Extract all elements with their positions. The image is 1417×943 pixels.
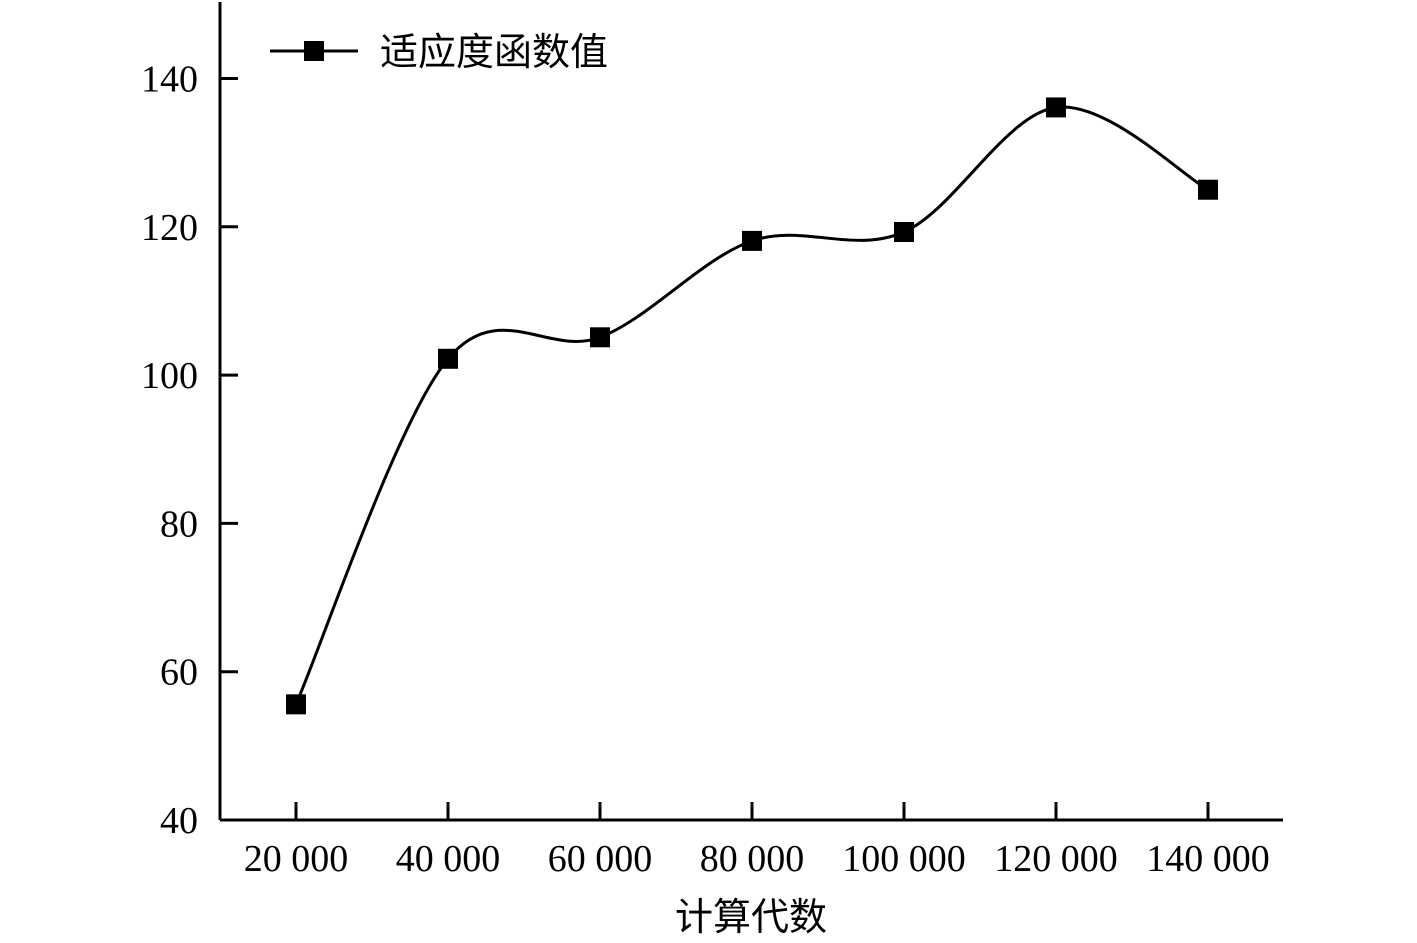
series-line-fitness (294, 105, 1209, 705)
data-point-2 (590, 327, 610, 348)
x-tick-label-0: 20 000 (244, 838, 349, 880)
data-point-5 (1046, 97, 1066, 118)
y-tick-label-140: 140 (141, 59, 198, 101)
x-axis-title: 计算代数 (675, 895, 827, 939)
data-point-0 (286, 694, 306, 715)
series-markers (286, 97, 1218, 715)
data-point-4 (894, 221, 914, 242)
x-tick-label-5: 120 000 (994, 838, 1118, 880)
x-tick-label-2: 60 000 (548, 838, 653, 880)
y-tick-label-40: 40 (160, 800, 198, 842)
legend-label: 适应度函数值 (380, 30, 608, 74)
data-point-3 (742, 230, 762, 251)
x-tick-label-4: 100 000 (842, 838, 966, 880)
y-tick-label-80: 80 (160, 503, 198, 545)
x-tick-label-6: 140 000 (1146, 838, 1270, 880)
legend-marker (304, 41, 324, 61)
legend: 适应度函数值 (270, 30, 608, 74)
y-tick-label-60: 60 (160, 652, 198, 694)
data-point-1 (438, 348, 458, 369)
data-point-6 (1198, 179, 1218, 200)
x-tick-label-3: 80 000 (700, 838, 805, 880)
y-tick-label-100: 100 (141, 355, 198, 397)
y-ticks: 40 60 80 100 120 140 (141, 59, 238, 842)
axes (218, 2, 1283, 822)
x-tick-label-1: 40 000 (396, 838, 501, 880)
y-tick-label-120: 120 (141, 207, 198, 249)
x-ticks: 20 000 40 000 60 000 80 000 100 000 120 000 14… (244, 802, 1270, 880)
